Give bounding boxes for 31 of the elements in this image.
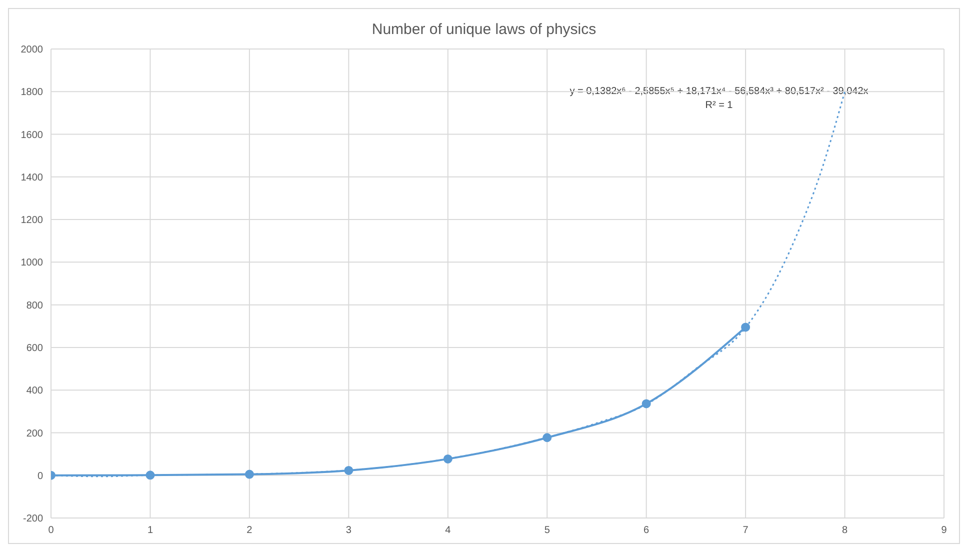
y-tick-label: 1200: [20, 215, 44, 226]
point: [244, 470, 254, 479]
y-tick-label: 0: [37, 470, 44, 482]
y-tick-label: 1800: [20, 87, 44, 98]
point: [542, 433, 552, 442]
y-tick-label: 800: [26, 300, 44, 312]
y-tick-label: 200: [26, 428, 44, 440]
x-tick-label: 4: [445, 525, 452, 536]
y-tick-label: 1600: [20, 130, 44, 141]
x-tick-label: 6: [644, 525, 650, 536]
y-tick-label: -200: [22, 514, 44, 525]
y-tick-label: 400: [26, 386, 44, 397]
x-tick-label: 7: [742, 525, 749, 536]
point: [443, 454, 452, 464]
x-tick-label: 3: [346, 525, 352, 536]
point: [741, 322, 750, 332]
chart-title: Number of unique laws of physics: [370, 21, 598, 38]
x-tick-label: 0: [48, 525, 54, 536]
x-tick-label: 5: [544, 525, 550, 536]
x-tick-label: 1: [147, 525, 154, 536]
y-tick-label: 2000: [20, 44, 44, 56]
point: [642, 399, 651, 408]
y-tick-label: 600: [26, 343, 44, 354]
x-tick-label: 9: [941, 525, 948, 536]
x-tick-label: 2: [246, 525, 253, 536]
y-tick-label: 1400: [20, 172, 44, 184]
x-tick-label: 8: [842, 525, 848, 536]
annotation: R² = 1: [704, 99, 734, 113]
point: [344, 466, 354, 475]
y-tick-label: 1000: [20, 258, 44, 269]
point: [146, 470, 155, 480]
